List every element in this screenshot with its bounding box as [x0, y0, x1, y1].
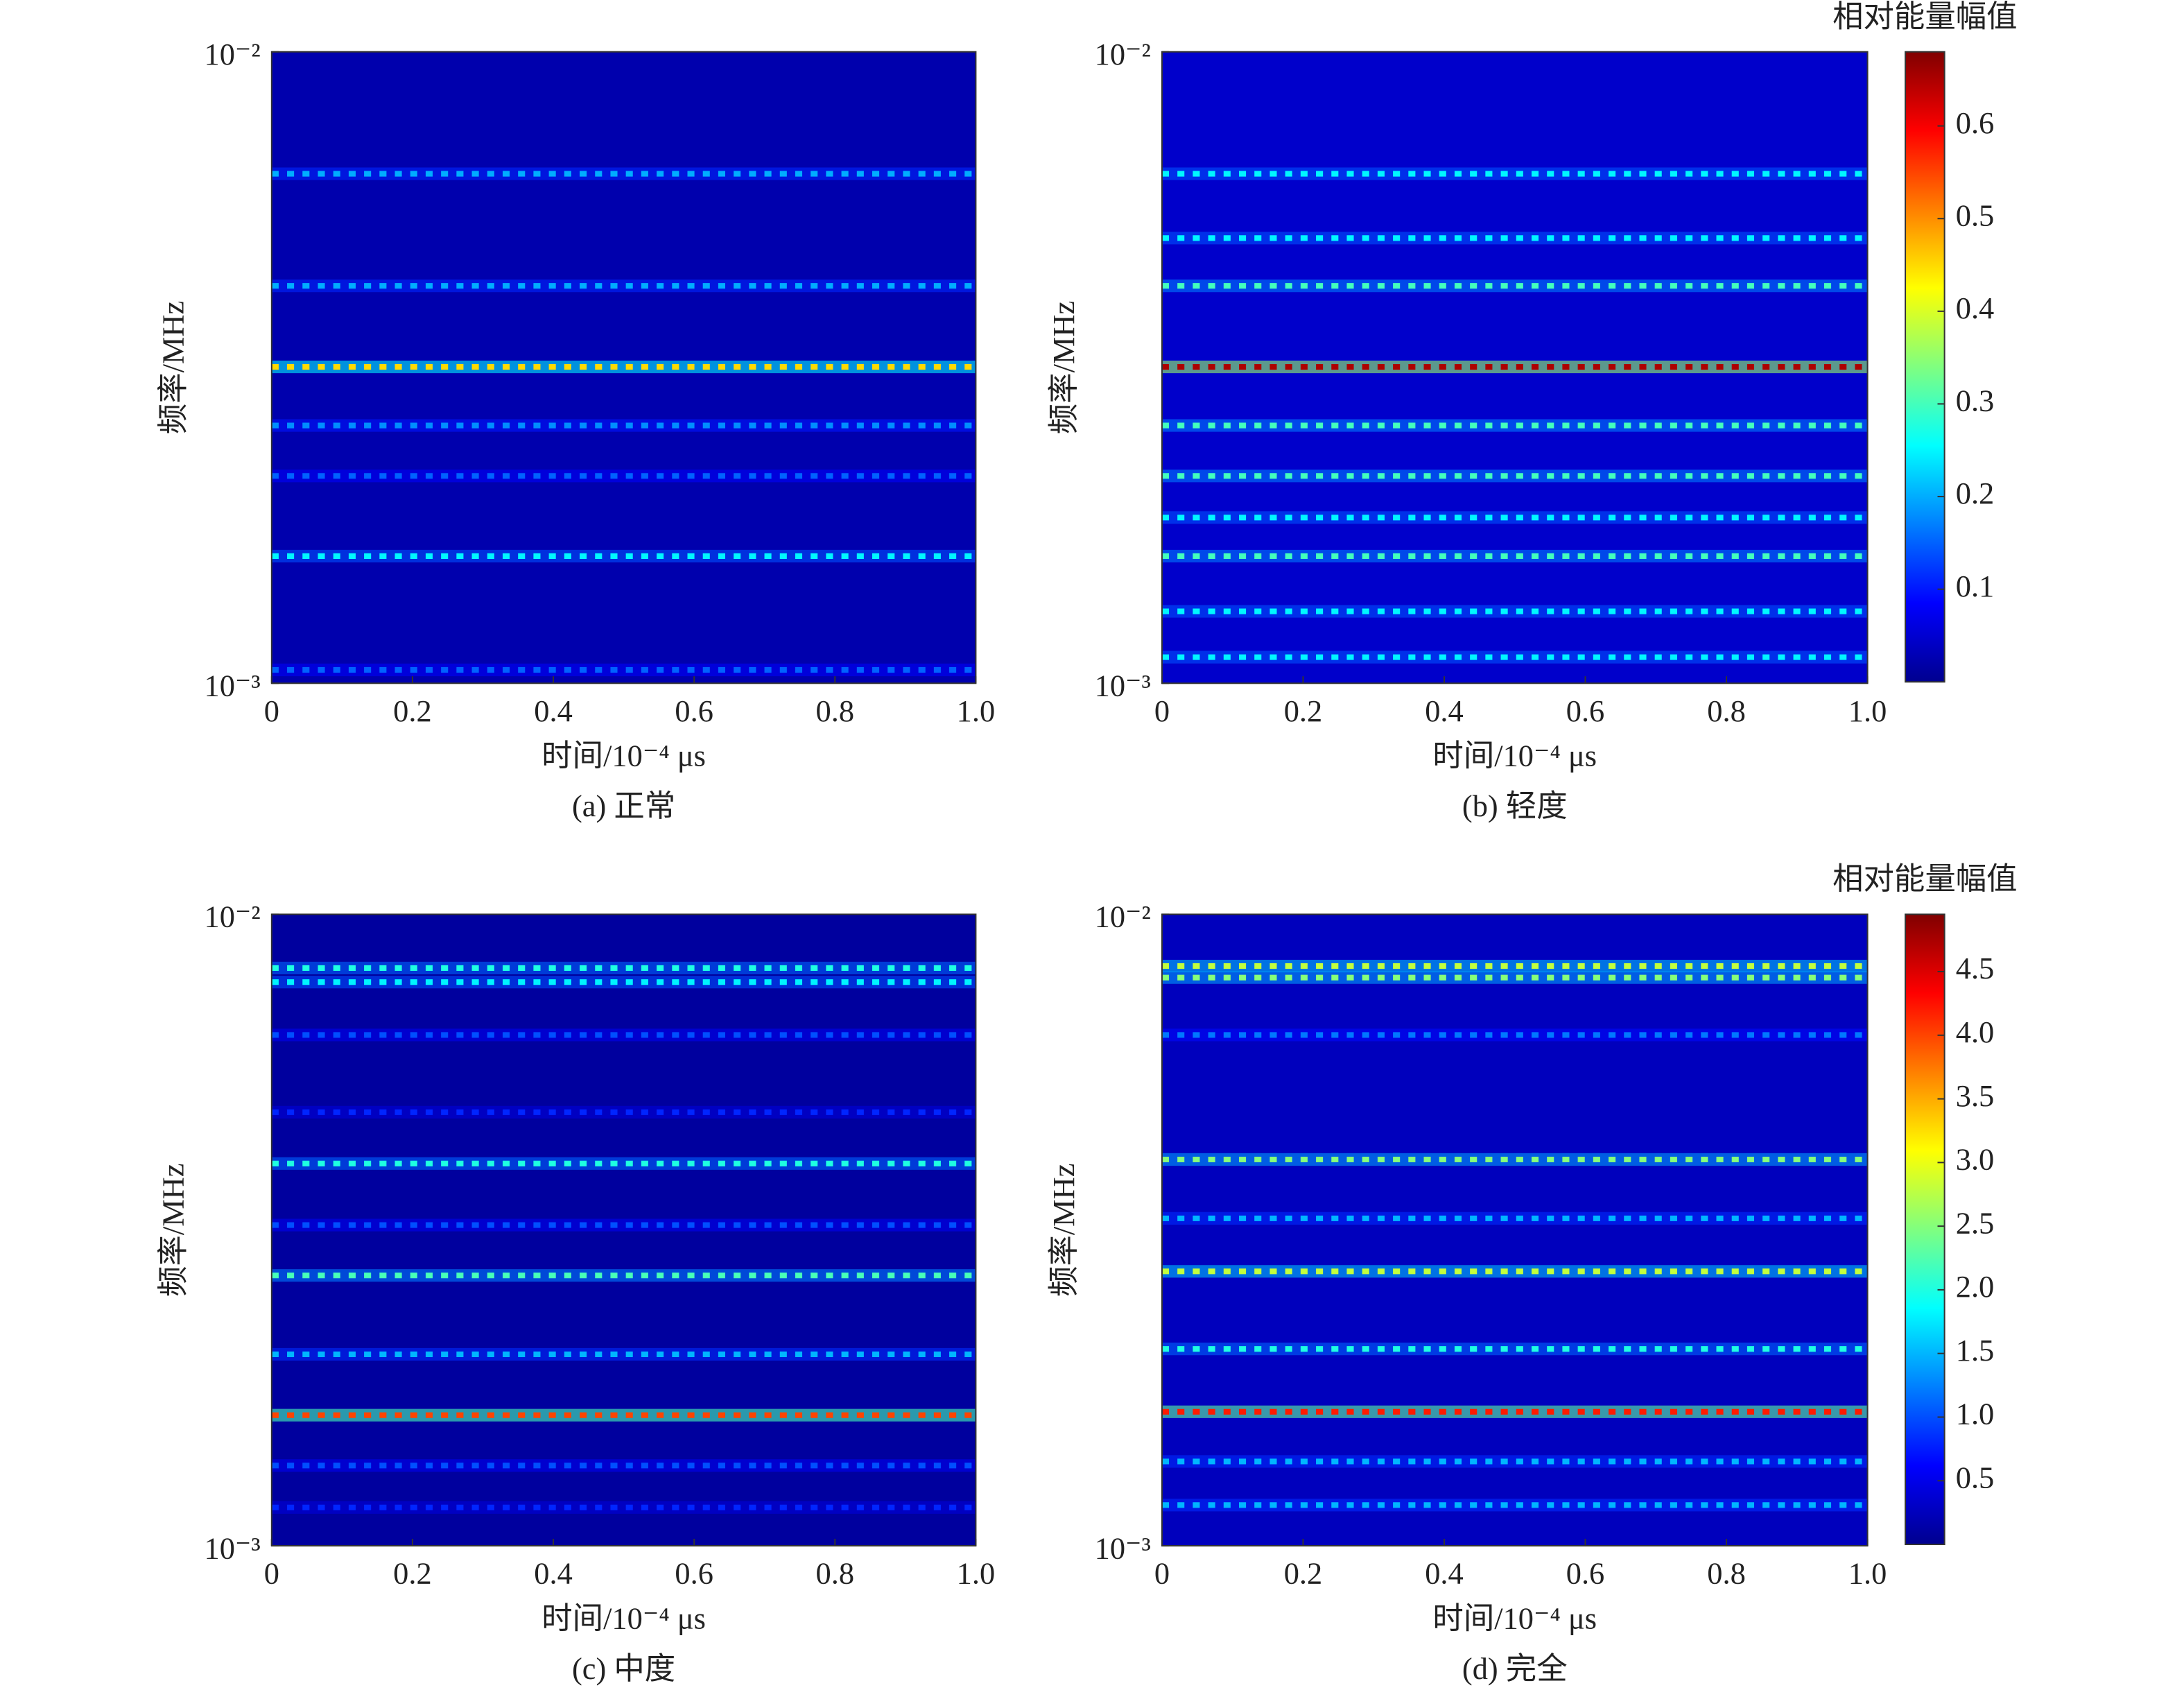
x-tick-label: 0: [264, 693, 279, 728]
colorbar-tick-label: 4.5: [1956, 951, 1995, 985]
y-tick-label: 10⁻³: [1095, 1531, 1151, 1565]
caption: (b) 轻度: [1462, 788, 1568, 823]
colorbar-tick-label: 2.0: [1956, 1269, 1995, 1304]
colorbar-tick-label: 0.5: [1956, 198, 1995, 232]
heatmap-background: [1161, 914, 1868, 1546]
x-tick-label: 0.2: [1284, 693, 1323, 728]
caption: (a) 正常: [572, 788, 675, 823]
x-tick-label: 0.6: [1566, 693, 1605, 728]
colorbar: [1905, 51, 1945, 683]
x-tick-label: 0.4: [534, 693, 573, 728]
y-tick-label: 10⁻²: [1095, 899, 1151, 934]
x-tick-label: 0.6: [675, 693, 713, 728]
y-tick-label: 10⁻²: [1095, 37, 1151, 71]
x-tick-label: 0.8: [816, 693, 855, 728]
colorbar-tick-label: 3.0: [1956, 1142, 1995, 1177]
x-tick-label: 0.4: [1425, 693, 1464, 728]
x-tick-label: 0.8: [1707, 693, 1746, 728]
colorbar-title: 相对能量幅值: [1832, 0, 2017, 33]
colorbar-tick-label: 4.0: [1956, 1015, 1995, 1049]
y-axis-label: 频率/MHz: [1046, 301, 1081, 434]
caption: (c) 中度: [572, 1651, 675, 1686]
x-tick-label: 0.2: [1284, 1556, 1323, 1591]
colorbar-tick-label: 1.5: [1956, 1333, 1995, 1368]
x-axis-label: 时间/10⁻⁴ μs: [1432, 1601, 1597, 1635]
y-tick-label: 10⁻³: [1095, 669, 1151, 703]
x-tick-label: 0.8: [1707, 1556, 1746, 1591]
y-tick-label: 10⁻³: [205, 1531, 261, 1565]
y-axis-label: 频率/MHz: [156, 301, 191, 434]
colorbar-tick-label: 3.5: [1956, 1078, 1995, 1113]
y-tick-label: 10⁻³: [205, 669, 261, 703]
colorbar-tick-label: 1.0: [1956, 1397, 1995, 1431]
colorbar-tick-label: 0.3: [1956, 383, 1995, 418]
colorbar-tick-label: 2.5: [1956, 1205, 1995, 1240]
plot-frame: [1161, 51, 1869, 684]
colorbar: [1905, 913, 1945, 1546]
y-tick-label: 10⁻²: [205, 37, 261, 71]
x-tick-label: 1.0: [1848, 1556, 1887, 1591]
x-tick-label: 0.6: [1566, 1556, 1605, 1591]
x-tick-label: 0.6: [675, 1556, 713, 1591]
x-axis-label: 时间/10⁻⁴ μs: [541, 1601, 706, 1635]
colorbar-tick-label: 0.5: [1956, 1460, 1995, 1494]
x-tick-label: 0.4: [534, 1556, 573, 1591]
x-axis-label: 时间/10⁻⁴ μs: [1432, 739, 1597, 773]
x-tick-label: 0: [264, 1556, 279, 1591]
colorbar-tick-label: 0.4: [1956, 291, 1995, 325]
x-tick-label: 0.2: [393, 1556, 432, 1591]
x-tick-label: 1.0: [957, 1556, 996, 1591]
x-tick-label: 0: [1154, 1556, 1170, 1591]
colorbar-title: 相对能量幅值: [1832, 861, 2017, 896]
colorbar-tick-label: 0.1: [1956, 569, 1995, 603]
x-tick-label: 0.2: [393, 693, 432, 728]
colorbar-tick-label: 0.2: [1956, 476, 1995, 510]
x-tick-label: 1.0: [1848, 693, 1887, 728]
x-tick-label: 0.4: [1425, 1556, 1464, 1591]
plot-frame: [270, 51, 977, 684]
y-axis-label: 频率/MHz: [1046, 1164, 1081, 1297]
colorbar-tick-label: 0.6: [1956, 105, 1995, 140]
y-axis-label: 频率/MHz: [156, 1164, 191, 1297]
y-tick-label: 10⁻²: [205, 899, 261, 934]
x-axis-label: 时间/10⁻⁴ μs: [541, 739, 706, 773]
plot-frame: [270, 913, 977, 1547]
x-tick-label: 0.8: [816, 1556, 855, 1591]
caption: (d) 完全: [1462, 1651, 1568, 1686]
x-tick-label: 0: [1154, 693, 1170, 728]
plot-frame: [1161, 913, 1869, 1547]
x-tick-label: 1.0: [957, 693, 996, 728]
